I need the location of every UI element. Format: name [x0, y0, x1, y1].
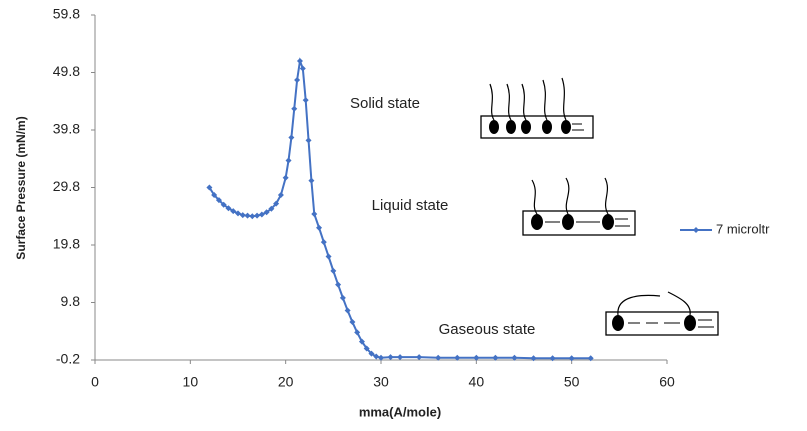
annotation: Liquid state [372, 197, 449, 214]
data-point [368, 350, 375, 357]
data-point [258, 211, 265, 218]
x-tick-label: 60 [659, 374, 675, 390]
data-point [291, 105, 298, 112]
x-tick-label: 40 [469, 374, 485, 390]
data-point [215, 197, 222, 204]
data-point [244, 212, 251, 219]
x-axis-label: mma(A/mole) [359, 404, 441, 419]
y-tick-label: 19.8 [53, 236, 80, 252]
y-tick-label: 59.8 [53, 6, 80, 22]
data-point [325, 253, 332, 260]
data-point [492, 354, 499, 361]
data-point [335, 281, 342, 288]
data-point [311, 210, 318, 217]
data-point [263, 209, 270, 216]
data-point [288, 134, 295, 141]
data-point [305, 137, 312, 144]
y-axis-label: Surface Pressure (mN/m) [14, 116, 28, 259]
data-point [373, 353, 380, 360]
data-point [358, 338, 365, 345]
data-point [249, 213, 256, 220]
data-point [435, 354, 442, 361]
legend-marker [693, 227, 699, 233]
data-point [225, 205, 232, 212]
data-point [349, 319, 356, 326]
x-tick-label: 50 [564, 374, 580, 390]
data-point [302, 97, 309, 104]
data-point [277, 191, 284, 198]
data-point [530, 355, 537, 362]
data-point [344, 307, 351, 314]
data-point [211, 191, 218, 198]
y-tick-label: 9.8 [61, 293, 81, 309]
data-point [273, 200, 280, 207]
data-point [454, 354, 461, 361]
gaseous-state-icon [605, 291, 719, 336]
data-point [294, 76, 301, 83]
data-point [339, 294, 346, 301]
data-point [235, 210, 241, 217]
solid-state-icon [480, 77, 594, 139]
data-point [473, 354, 480, 361]
legend-label: 7 microltr [716, 221, 770, 236]
data-point [568, 355, 575, 362]
data-point [296, 58, 303, 64]
data-point [316, 224, 323, 231]
data-point [320, 239, 327, 246]
data-point [206, 184, 213, 191]
y-tick-label: 29.8 [53, 178, 80, 194]
x-tick-label: 0 [91, 374, 99, 390]
data-point [239, 212, 246, 219]
data-point [330, 267, 337, 274]
data-point [397, 354, 404, 361]
data-point [230, 208, 237, 215]
data-point [220, 201, 227, 208]
data-point [363, 345, 370, 352]
liquid-state-icon [522, 177, 636, 236]
data-point [387, 354, 394, 361]
y-tick-label: 39.8 [53, 121, 80, 137]
data-point [285, 157, 292, 164]
data-point [587, 355, 594, 362]
data-point [354, 329, 361, 336]
data-point [254, 212, 261, 219]
data-point [282, 174, 289, 181]
annotation: Gaseous state [439, 321, 536, 338]
data-point [378, 354, 384, 361]
x-tick-label: 10 [183, 374, 199, 390]
data-point [299, 65, 306, 72]
data-point [511, 354, 518, 361]
y-tick-label: 49.8 [53, 63, 80, 79]
data-point [416, 354, 423, 361]
x-tick-label: 20 [278, 374, 294, 390]
x-tick-label: 30 [373, 374, 389, 390]
annotation: Solid state [350, 95, 420, 112]
data-point [549, 355, 556, 362]
data-point [268, 205, 275, 212]
data-point [308, 177, 315, 184]
y-tick-label: -0.2 [56, 351, 80, 367]
